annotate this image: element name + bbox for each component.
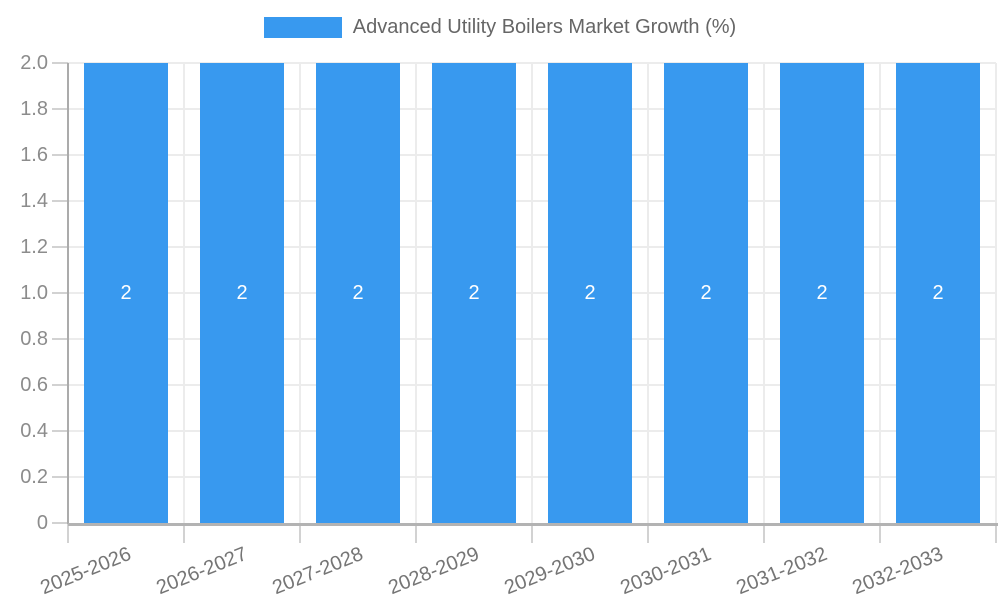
x-gridline — [415, 63, 417, 523]
x-axis-tick-label: 2030-2031 — [617, 542, 715, 600]
y-tick-mark — [52, 430, 68, 432]
x-gridline — [763, 63, 765, 523]
y-tick-mark — [52, 108, 68, 110]
bar-value-label: 2 — [120, 282, 132, 304]
y-axis-tick-label: 0.2 — [20, 466, 48, 488]
x-axis-tick-label: 2029-2030 — [501, 542, 599, 600]
legend-swatch-icon — [263, 17, 342, 38]
x-tick-mark — [647, 524, 649, 543]
y-axis-tick-label: 1.0 — [20, 282, 48, 304]
x-tick-mark — [995, 524, 997, 543]
legend-item[interactable]: Advanced Utility Boilers Market Growth (… — [263, 16, 737, 39]
y-tick-mark — [52, 384, 68, 386]
x-tick-mark — [531, 524, 533, 543]
y-tick-mark — [52, 338, 68, 340]
bar — [548, 63, 632, 523]
y-axis-tick-label: 1.6 — [20, 144, 48, 166]
legend-label: Advanced Utility Boilers Market Growth (… — [352, 16, 737, 38]
chart-legend: Advanced Utility Boilers Market Growth (… — [0, 16, 1000, 39]
y-tick-mark — [52, 62, 68, 64]
x-axis-line — [68, 523, 998, 526]
y-axis-tick-label: 0.4 — [20, 420, 48, 442]
bar-value-label: 2 — [352, 282, 364, 304]
y-tick-mark — [52, 292, 68, 294]
x-tick-mark — [879, 524, 881, 543]
bar-value-label: 2 — [816, 282, 828, 304]
x-gridline — [531, 63, 533, 523]
bar — [432, 63, 516, 523]
bar — [780, 63, 864, 523]
x-gridline — [879, 63, 881, 523]
x-axis-tick-label: 2031-2032 — [733, 542, 831, 600]
y-tick-mark — [52, 476, 68, 478]
y-tick-mark — [52, 522, 68, 524]
bar-value-label: 2 — [468, 282, 480, 304]
x-tick-mark — [763, 524, 765, 543]
y-tick-mark — [52, 246, 68, 248]
y-axis-tick-label: 0.8 — [20, 328, 48, 350]
y-axis-tick-label: 2.0 — [20, 52, 48, 74]
x-axis-tick-label: 2025-2026 — [37, 542, 135, 600]
x-tick-mark — [67, 524, 69, 543]
bar — [200, 63, 284, 523]
bar-value-label: 2 — [236, 282, 248, 304]
x-axis-tick-label: 2028-2029 — [385, 542, 483, 600]
x-tick-mark — [183, 524, 185, 543]
x-axis-tick-label: 2027-2028 — [269, 542, 367, 600]
y-axis-tick-label: 0 — [36, 512, 48, 534]
x-gridline — [299, 63, 301, 523]
x-gridline — [995, 63, 997, 523]
y-axis-line — [67, 63, 69, 524]
bar-value-label: 2 — [584, 282, 596, 304]
y-axis-tick-label: 1.2 — [20, 236, 48, 258]
y-axis-tick-label: 0.6 — [20, 374, 48, 396]
x-gridline — [647, 63, 649, 523]
bar — [316, 63, 400, 523]
y-axis-tick-label: 1.8 — [20, 98, 48, 120]
y-tick-mark — [52, 154, 68, 156]
bar — [84, 63, 168, 523]
x-tick-mark — [299, 524, 301, 543]
bar-value-label: 2 — [700, 282, 712, 304]
bar-value-label: 2 — [932, 282, 944, 304]
bar — [664, 63, 748, 523]
bar — [896, 63, 980, 523]
y-axis-tick-label: 1.4 — [20, 190, 48, 212]
x-tick-mark — [415, 524, 417, 543]
x-gridline — [183, 63, 185, 523]
y-tick-mark — [52, 200, 68, 202]
x-axis-tick-label: 2032-2033 — [849, 542, 947, 600]
x-axis-tick-label: 2026-2027 — [153, 542, 251, 600]
